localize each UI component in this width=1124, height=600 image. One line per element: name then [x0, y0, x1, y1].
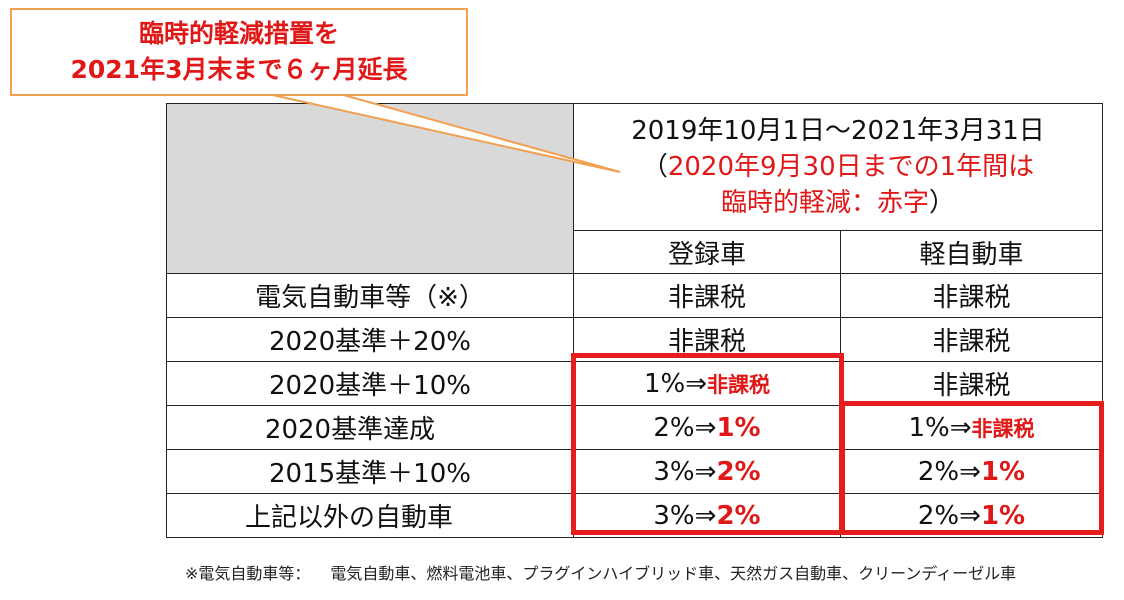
registered-rate: 非課税	[573, 273, 841, 318]
column-header-registered: 登録車	[573, 230, 841, 274]
row-category: 2020基準達成	[166, 405, 574, 450]
footnote: ※電気自動車等： 電気自動車、燃料電池車、プラグインハイブリッド車、天然ガス自動車…	[185, 560, 1016, 584]
kei-rate: 2%⇒1%	[840, 449, 1103, 494]
period-note-line-1: （2020年9月30日までの1年間は	[641, 152, 1035, 182]
temporary-period-text: 2020年9月30日までの1年間は	[667, 152, 1035, 182]
callout-line-1: 臨時的軽減措置を	[138, 19, 339, 48]
row-category: 2020基準＋20%	[166, 317, 574, 362]
footnote-text: 電気自動車、燃料電池車、プラグインハイブリッド車、天然ガス自動車、クリーンディー…	[330, 564, 1017, 583]
table-row: 2020基準＋10% 1%⇒非課税 非課税	[166, 361, 1103, 406]
callout-line-2: 2021年3月末まで６ヶ月延長	[70, 55, 408, 84]
table-row: 電気自動車等（※） 非課税 非課税	[166, 273, 1103, 318]
row-category: 2020基準＋10%	[166, 361, 574, 406]
period-header: 2019年10月1日～2021年3月31日 （2020年9月30日までの1年間は…	[573, 103, 1103, 231]
kei-rate: 非課税	[840, 361, 1103, 406]
footnote-label: ※電気自動車等：	[185, 564, 311, 583]
kei-rate: 非課税	[840, 273, 1103, 318]
kei-rate: 非課税	[840, 317, 1103, 362]
registered-rate: 2%⇒1%	[573, 405, 841, 450]
table-row: 2020基準達成 2%⇒1% 1%⇒非課税	[166, 405, 1103, 450]
row-category: 電気自動車等（※）	[166, 273, 574, 318]
kei-rate: 1%⇒非課税	[840, 405, 1103, 450]
row-category: 上記以外の自動車	[166, 493, 574, 538]
temporary-reduction-legend: 臨時的軽減：赤字	[720, 188, 929, 218]
registered-temporary-reduction-box	[571, 353, 844, 535]
column-header-kei: 軽自動車	[840, 230, 1103, 274]
period-range: 2019年10月1日～2021年3月31日	[631, 116, 1045, 146]
kei-temporary-reduction-box	[840, 401, 1104, 535]
extension-callout: 臨時的軽減措置を 2021年3月末まで６ヶ月延長	[10, 8, 468, 96]
registered-rate: 1%⇒非課税	[573, 361, 841, 406]
period-note-line-2: 臨時的軽減：赤字）	[720, 188, 956, 218]
